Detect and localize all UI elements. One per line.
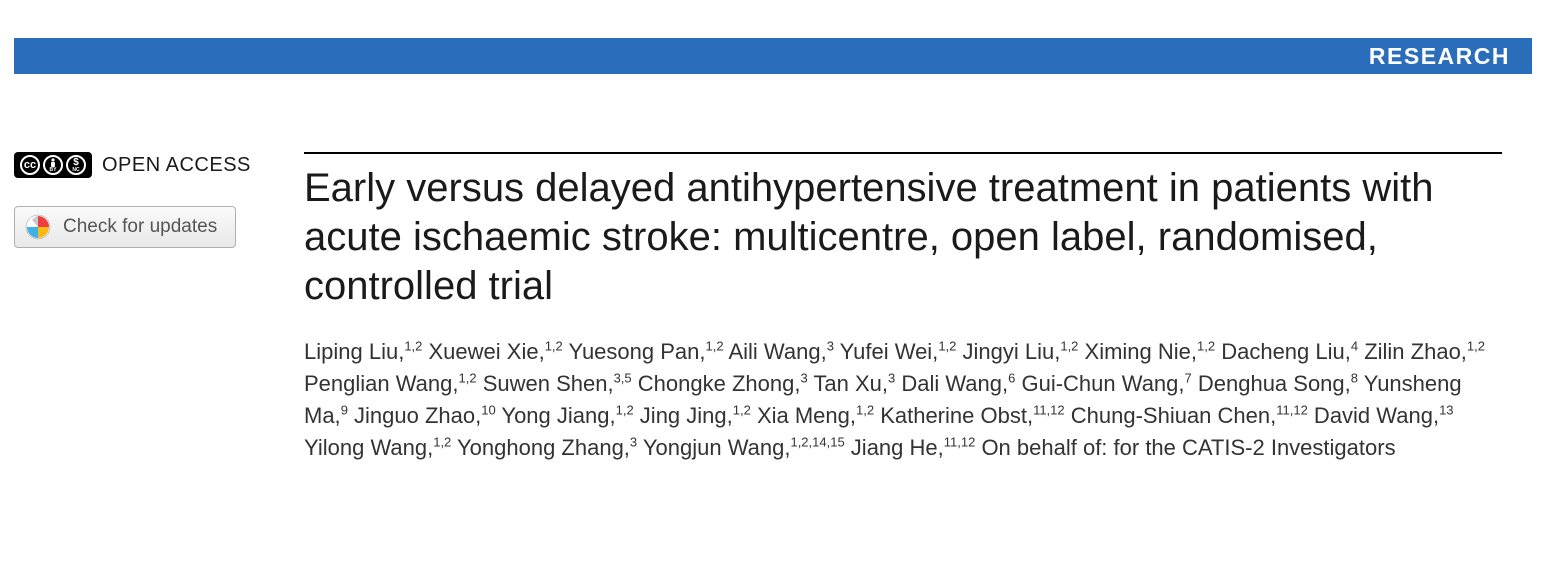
cc-license-badge: cc BY $ NC bbox=[14, 152, 92, 178]
nc-icon: $ NC bbox=[66, 155, 86, 175]
article-header: Early versus delayed antihypertensive tr… bbox=[304, 152, 1532, 464]
author-list: Liping Liu,1,2 Xuewei Xie,1,2 Yuesong Pa… bbox=[304, 336, 1502, 464]
content-area: cc BY $ NC OPEN ACCESS Ch bbox=[0, 74, 1546, 464]
sidebar: cc BY $ NC OPEN ACCESS Ch bbox=[14, 152, 278, 464]
section-banner-label: RESEARCH bbox=[1369, 43, 1510, 70]
check-for-updates-button[interactable]: Check for updates bbox=[14, 206, 236, 248]
by-icon: BY bbox=[43, 155, 63, 175]
cc-icon: cc bbox=[20, 155, 40, 175]
section-banner: RESEARCH bbox=[14, 38, 1532, 74]
crossmark-icon bbox=[25, 214, 51, 240]
article-title: Early versus delayed antihypertensive tr… bbox=[304, 164, 1502, 310]
check-for-updates-label: Check for updates bbox=[63, 216, 217, 238]
open-access-row: cc BY $ NC OPEN ACCESS bbox=[14, 152, 278, 178]
title-rule bbox=[304, 152, 1502, 154]
open-access-label: OPEN ACCESS bbox=[102, 154, 251, 177]
